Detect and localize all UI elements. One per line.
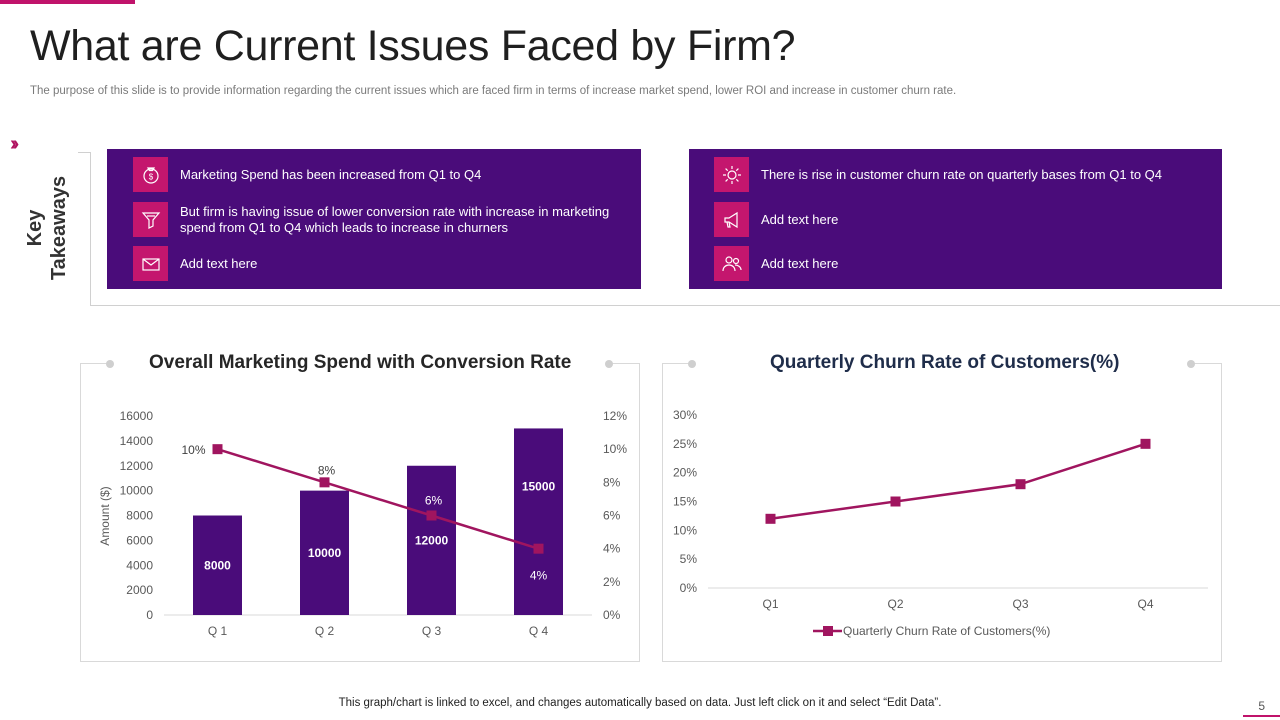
chart-frame-churn: [662, 363, 1222, 662]
money-bag-icon: $: [133, 157, 168, 192]
page-title: What are Current Issues Faced by Firm?: [30, 22, 796, 70]
footer-note: This graph/chart is linked to excel, and…: [338, 697, 942, 709]
users-icon: [714, 246, 749, 281]
chart-title-spend: Overall Marketing Spend with Conversion …: [149, 352, 572, 373]
double-chevron-icon: ››: [10, 133, 20, 155]
frame-dot: [605, 360, 613, 368]
page-number-underline: [1243, 715, 1280, 717]
chart-title-churn: Quarterly Churn Rate of Customers(%): [770, 352, 1120, 373]
takeaway-item: Add text here: [714, 246, 1211, 281]
takeaways-frame-left: [90, 152, 91, 305]
takeaway-item: $ Marketing Spend has been increased fro…: [133, 157, 620, 192]
frame-dot: [106, 360, 114, 368]
funnel-icon: [133, 202, 168, 237]
takeaways-frame-bottom: [90, 305, 1280, 306]
takeaways-panel-left: $ Marketing Spend has been increased fro…: [107, 149, 641, 289]
takeaway-item: But firm is having issue of lower conver…: [133, 202, 620, 237]
takeaways-frame-top: [78, 152, 91, 153]
svg-text:$: $: [148, 172, 153, 181]
chart-frame-spend: [80, 363, 640, 662]
takeaway-item: Add text here: [133, 246, 620, 281]
takeaway-item: There is rise in customer churn rate on …: [714, 157, 1211, 192]
top-accent-bar: [0, 0, 135, 4]
megaphone-icon: [714, 202, 749, 237]
page-subtitle: The purpose of this slide is to provide …: [30, 85, 957, 97]
frame-dot: [688, 360, 696, 368]
gear-icon: [714, 157, 749, 192]
frame-dot: [1187, 360, 1195, 368]
takeaways-panel-right: There is rise in customer churn rate on …: [689, 149, 1222, 289]
page-number: 5: [1258, 699, 1265, 713]
takeaway-item: Add text here: [714, 202, 1211, 237]
mail-icon: [133, 246, 168, 281]
key-takeaways-label: Key Takeaways: [24, 175, 70, 281]
